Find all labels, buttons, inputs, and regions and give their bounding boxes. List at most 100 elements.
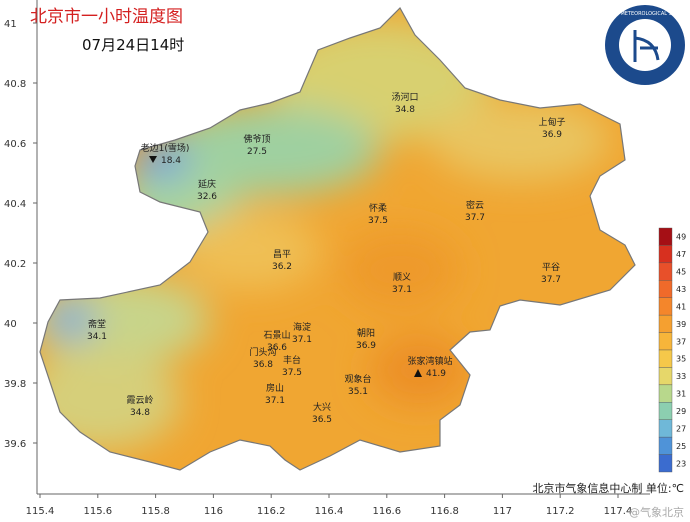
legend-swatch (658, 384, 673, 403)
station-value: 36.9 (542, 130, 562, 140)
subtitle: 07月24日14时 (82, 36, 184, 54)
lat-label: 41 (4, 19, 17, 30)
legend-swatch (658, 314, 673, 333)
station-name: 佛爷顶 (243, 133, 270, 145)
legend-swatch (658, 280, 673, 298)
lat-label: 40.8 (4, 79, 26, 90)
legend-label: 45 (676, 268, 686, 277)
station-name: 丰台 (283, 354, 301, 366)
station-value: 27.5 (247, 147, 267, 157)
station-value: 37.7 (541, 275, 561, 285)
legend-label: 39 (676, 320, 686, 329)
legend-label: 43 (676, 285, 686, 294)
legend-swatch (658, 297, 673, 316)
legend-label: 41 (676, 302, 686, 311)
station-name: 大兴 (313, 401, 331, 413)
station-value: 34.8 (395, 105, 415, 115)
lat-label: 40.4 (4, 199, 26, 210)
station-name: 上甸子 (538, 116, 565, 128)
lon-label: 116.4 (315, 506, 344, 517)
station-name: 房山 (266, 382, 284, 394)
legend-swatch (658, 402, 673, 420)
logo: BEIJING METEOROLOGICAL SERVICE (600, 5, 690, 85)
station-value: 36.9 (356, 341, 376, 351)
lat-label: 40 (4, 319, 17, 330)
logo-text: BEIJING METEOROLOGICAL SERVICE (600, 11, 690, 17)
lon-label: 117.4 (604, 506, 633, 517)
station-value: 34.8 (130, 408, 150, 418)
station-name: 观象台 (344, 373, 371, 385)
legend-label: 29 (676, 407, 686, 416)
legend-swatch (658, 367, 673, 386)
legend-swatch (658, 245, 673, 264)
station-name: 朝阳 (357, 328, 375, 339)
station-value: 37.5 (368, 216, 388, 226)
lon-label: 116.8 (430, 506, 459, 517)
station-value: 34.1 (87, 332, 107, 342)
station-name: 霞云岭 (126, 394, 153, 406)
station-value: 37.5 (282, 368, 302, 378)
legend-swatch (658, 436, 673, 455)
station-name: 平谷 (542, 262, 560, 273)
title: 北京市一小时温度图 (30, 7, 183, 27)
station-value: 32.6 (197, 192, 217, 202)
lon-label: 116.2 (257, 506, 286, 517)
lon-label: 115.6 (83, 506, 112, 517)
station-value: 18.4 (161, 156, 181, 166)
station-marker (414, 369, 422, 377)
lat-label: 39.6 (4, 439, 26, 450)
lon-label: 117.2 (546, 506, 575, 517)
station-name: 怀柔 (369, 202, 387, 214)
legend-swatch (658, 419, 673, 438)
station-value: 35.1 (348, 387, 368, 397)
legend-label: 35 (676, 355, 686, 364)
legend-swatch (658, 332, 673, 351)
station-name: 顺义 (393, 272, 411, 283)
station-value: 36.8 (253, 360, 273, 370)
station-value: 37.7 (465, 213, 485, 223)
station-value: 36.6 (267, 343, 287, 353)
station-name: 延庆 (198, 178, 216, 190)
legend-label: 27 (676, 424, 686, 433)
station-value: 36.2 (272, 262, 292, 272)
station-name: 汤河口 (391, 91, 418, 103)
station-name: 张家湾镇站 (407, 355, 452, 367)
station-name: 门头沟 (249, 346, 276, 358)
legend-swatch (658, 262, 673, 281)
legend-label: 33 (676, 372, 686, 381)
lat-label: 40.2 (4, 259, 26, 270)
station-value: 37.1 (292, 335, 312, 345)
lat-label: 40.6 (4, 139, 26, 150)
station-marker (149, 156, 157, 163)
station-value: 41.9 (426, 369, 446, 379)
station-name: 海淀 (293, 321, 311, 333)
lon-label: 116.6 (372, 506, 401, 517)
lon-label: 115.4 (26, 506, 55, 517)
station-name: 斋堂 (88, 318, 106, 330)
watermark: @气象北京 (629, 505, 684, 519)
lat-label: 39.8 (4, 379, 26, 390)
legend-label: 25 (676, 442, 686, 451)
lon-label: 116 (204, 506, 223, 517)
legend-label: 37 (676, 337, 686, 346)
legend-label: 23 (676, 459, 686, 468)
station-name: 石景山 (263, 330, 290, 341)
station-name: 密云 (466, 199, 484, 211)
lon-label: 115.8 (141, 506, 170, 517)
station-name: 昌平 (273, 249, 291, 260)
station-value: 36.5 (312, 415, 332, 425)
lon-label: 117 (493, 506, 512, 517)
legend-label: 31 (676, 390, 686, 399)
footer: 北京市气象信息中心制 单位:℃ (532, 481, 684, 495)
legend-swatch (658, 454, 673, 473)
station-name: 老边1(雪场) (141, 142, 190, 154)
station-value: 37.1 (392, 285, 412, 295)
legend-swatch (658, 227, 673, 246)
station-value: 37.1 (265, 396, 285, 406)
legend-label: 49 (676, 233, 686, 242)
legend-swatch (658, 349, 673, 368)
legend-label: 47 (676, 250, 686, 259)
